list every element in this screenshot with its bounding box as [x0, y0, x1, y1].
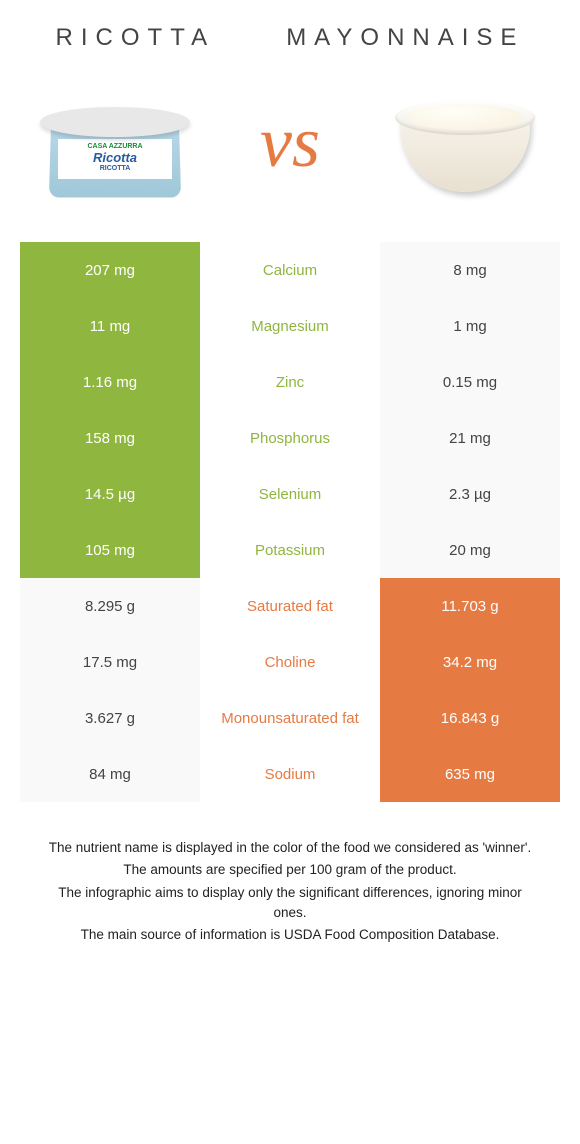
left-value: 1.16 mg — [20, 354, 200, 410]
left-value: 3.627 g — [20, 690, 200, 746]
ricotta-brand: CASA AZZURRA — [58, 143, 172, 150]
ricotta-name: Ricotta — [58, 150, 172, 165]
right-food-title: MAYONNAISE — [286, 24, 524, 52]
left-value: 8.295 g — [20, 578, 200, 634]
table-row: 105 mgPotassium20 mg — [20, 522, 560, 578]
nutrient-name: Sodium — [200, 746, 380, 802]
vs-text: vs — [260, 101, 320, 184]
nutrient-name: Selenium — [200, 466, 380, 522]
nutrient-name: Potassium — [200, 522, 380, 578]
nutrient-name: Saturated fat — [200, 578, 380, 634]
table-row: 11 mgMagnesium1 mg — [20, 298, 560, 354]
left-food-title: RICOTTA — [56, 24, 216, 52]
right-value: 21 mg — [380, 410, 560, 466]
left-value: 207 mg — [20, 242, 200, 298]
nutrient-name: Phosphorus — [200, 410, 380, 466]
nutrient-name: Monounsaturated fat — [200, 690, 380, 746]
left-value: 14.5 µg — [20, 466, 200, 522]
footnote-line: The main source of information is USDA F… — [40, 925, 540, 945]
comparison-table: 207 mgCalcium8 mg11 mgMagnesium1 mg1.16 … — [20, 242, 560, 802]
right-value: 1 mg — [380, 298, 560, 354]
left-value: 105 mg — [20, 522, 200, 578]
right-value: 635 mg — [380, 746, 560, 802]
footnotes: The nutrient name is displayed in the co… — [40, 838, 540, 945]
mayonnaise-image — [380, 72, 550, 212]
right-value: 11.703 g — [380, 578, 560, 634]
right-value: 0.15 mg — [380, 354, 560, 410]
left-value: 11 mg — [20, 298, 200, 354]
table-row: 17.5 mgCholine34.2 mg — [20, 634, 560, 690]
right-value: 2.3 µg — [380, 466, 560, 522]
nutrient-name: Zinc — [200, 354, 380, 410]
image-row: CASA AZZURRA Ricotta RICOTTA vs — [0, 72, 580, 242]
table-row: 207 mgCalcium8 mg — [20, 242, 560, 298]
table-row: 158 mgPhosphorus21 mg — [20, 410, 560, 466]
footnote-line: The nutrient name is displayed in the co… — [40, 838, 540, 858]
table-row: 8.295 gSaturated fat11.703 g — [20, 578, 560, 634]
ricotta-sub: RICOTTA — [58, 165, 172, 172]
right-value: 8 mg — [380, 242, 560, 298]
footnote-line: The amounts are specified per 100 gram o… — [40, 860, 540, 880]
left-value: 17.5 mg — [20, 634, 200, 690]
header: RICOTTA MAYONNAISE — [0, 0, 580, 72]
table-row: 14.5 µgSelenium2.3 µg — [20, 466, 560, 522]
left-value: 84 mg — [20, 746, 200, 802]
nutrient-name: Calcium — [200, 242, 380, 298]
right-value: 20 mg — [380, 522, 560, 578]
left-value: 158 mg — [20, 410, 200, 466]
table-row: 3.627 gMonounsaturated fat16.843 g — [20, 690, 560, 746]
table-row: 1.16 mgZinc0.15 mg — [20, 354, 560, 410]
ricotta-image: CASA AZZURRA Ricotta RICOTTA — [30, 72, 200, 212]
right-value: 16.843 g — [380, 690, 560, 746]
footnote-line: The infographic aims to display only the… — [40, 883, 540, 924]
table-row: 84 mgSodium635 mg — [20, 746, 560, 802]
right-value: 34.2 mg — [380, 634, 560, 690]
nutrient-name: Magnesium — [200, 298, 380, 354]
nutrient-name: Choline — [200, 634, 380, 690]
